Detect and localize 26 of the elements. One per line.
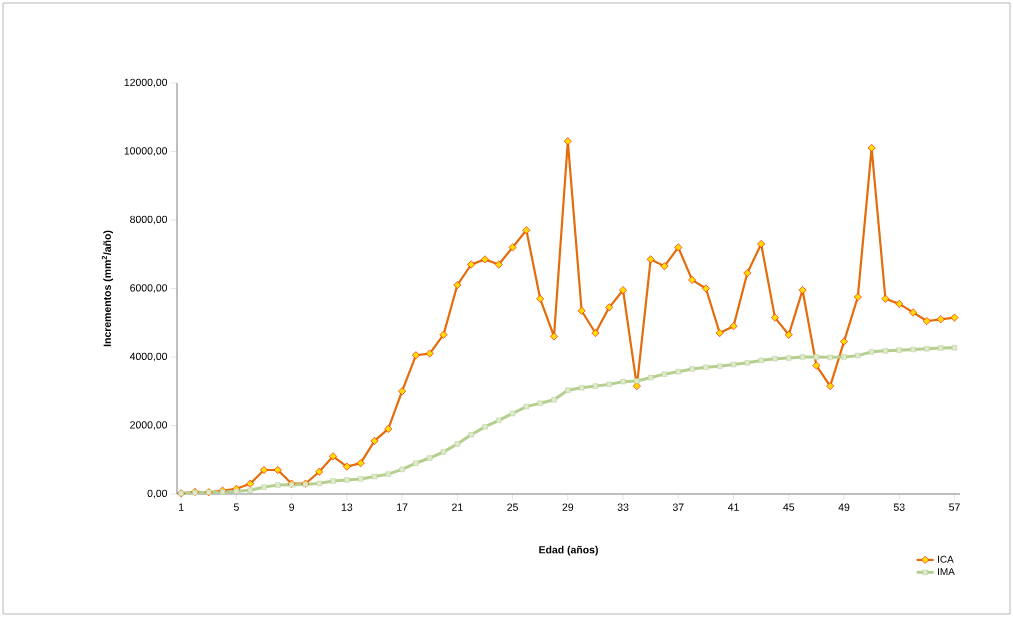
x-tick-label: 21 <box>452 503 463 511</box>
x-tick-label: 17 <box>397 503 408 511</box>
x-tick-label: 9 <box>289 503 295 511</box>
x-tick-label: 49 <box>838 503 850 511</box>
x-tick-label: 25 <box>507 503 518 511</box>
y-tick-label: 10000,00 <box>124 147 168 156</box>
x-tick-label: 45 <box>783 503 795 511</box>
x-tick-label: 29 <box>562 503 574 511</box>
x-tick-label: 33 <box>617 503 629 511</box>
y-tick-label: 6000,00 <box>130 284 168 293</box>
x-tick-label: 57 <box>949 503 960 511</box>
x-tick-label: 41 <box>727 503 739 511</box>
y-tick-label: 4000,00 <box>129 352 168 362</box>
y-axis-title: Incrementos (mm$^{2}$/año) <box>101 230 114 347</box>
x-axis-title: Edad (años) <box>539 545 598 556</box>
y-tick-label: 0,00 <box>147 489 168 499</box>
legend-label: ICA <box>938 555 954 563</box>
x-tick-label: 1 <box>179 503 184 511</box>
x-tick-label: 53 <box>893 503 905 511</box>
legend-label: IMA <box>938 568 955 575</box>
y-tick-label: 12000,00 <box>124 78 168 88</box>
x-tick-label: 37 <box>672 503 684 511</box>
x-tick-label: 13 <box>341 503 353 511</box>
y-tick-label: 8000,00 <box>130 215 168 225</box>
y-tick-label: 2000,00 <box>130 421 168 430</box>
x-tick-label: 5 <box>233 503 239 511</box>
